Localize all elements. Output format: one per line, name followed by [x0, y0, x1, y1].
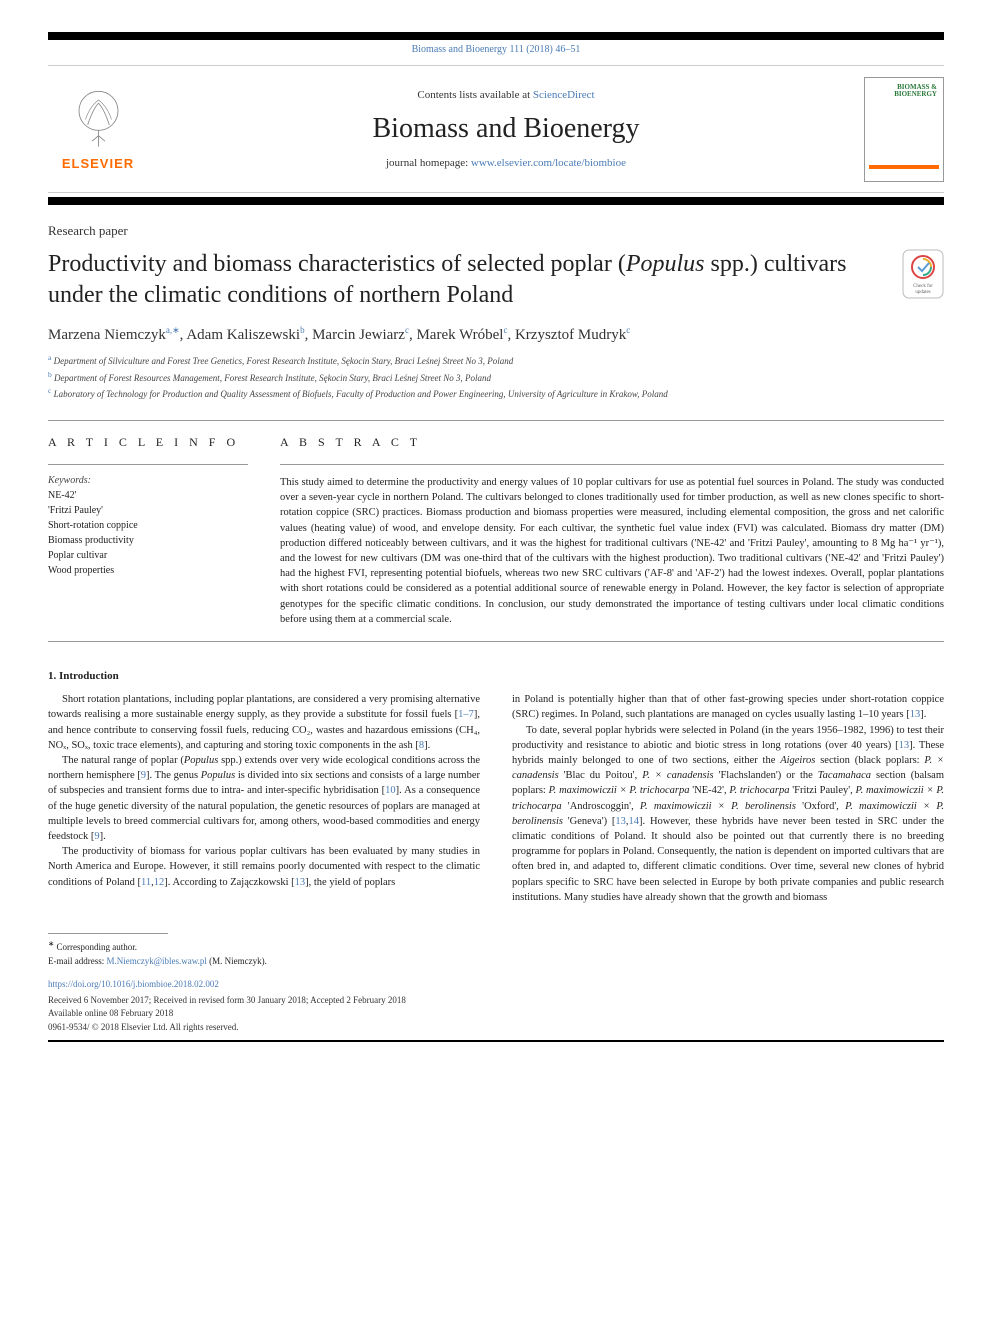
check-updates-icon[interactable]: Check for updates — [902, 249, 944, 299]
footer: ∗ Corresponding author. E-mail address: … — [48, 933, 944, 1042]
abstract-text: This study aimed to determine the produc… — [280, 475, 944, 627]
abstract-heading: A B S T R A C T — [280, 435, 944, 450]
journal-homepage: journal homepage: www.elsevier.com/locat… — [148, 157, 864, 169]
ref-link[interactable]: 1–7 — [458, 709, 474, 720]
paragraph: To date, several poplar hybrids were sel… — [512, 723, 944, 906]
ref-link[interactable]: 11 — [141, 877, 151, 888]
corresponding-author: ∗ Corresponding author. E-mail address: … — [48, 938, 944, 968]
sciencedirect-link[interactable]: ScienceDirect — [533, 89, 595, 101]
column-right: in Poland is potentially higher than tha… — [512, 692, 944, 905]
header-bar-bottom — [48, 197, 944, 205]
footer-divider — [48, 933, 168, 934]
journal-cover-bar — [869, 165, 939, 169]
available-date: Available online 08 February 2018 — [48, 1007, 944, 1021]
author-3: Marcin Jewiarz — [312, 327, 405, 343]
paragraph: The productivity of biomass for various … — [48, 844, 480, 890]
keywords-label: Keywords: — [48, 475, 248, 486]
header-bar-top — [48, 32, 944, 40]
homepage-prefix: journal homepage: — [386, 157, 471, 169]
elsevier-logo: ELSEVIER — [48, 74, 148, 184]
article-info: A R T I C L E I N F O Keywords: NE-42' '… — [48, 435, 248, 627]
paragraph: in Poland is potentially higher than tha… — [512, 692, 944, 722]
divider — [48, 641, 944, 642]
paper-type: Research paper — [48, 223, 944, 239]
paragraph: The natural range of poplar (Populus spp… — [48, 753, 480, 844]
paragraph: Short rotation plantations, including po… — [48, 692, 480, 753]
divider — [280, 464, 944, 465]
article-dates: Received 6 November 2017; Received in re… — [48, 994, 944, 1008]
footer-bar — [48, 1040, 944, 1042]
elsevier-tree-icon — [66, 87, 131, 152]
ref-link[interactable]: 12 — [154, 877, 165, 888]
svg-text:updates: updates — [915, 290, 930, 295]
section-1-title: 1. Introduction — [48, 670, 944, 682]
column-left: Short rotation plantations, including po… — [48, 692, 480, 905]
journal-cover: BIOMASS &BIOENERGY — [864, 77, 944, 182]
contents-line: Contents lists available at ScienceDirec… — [148, 89, 864, 101]
ref-link[interactable]: 13 — [899, 740, 910, 751]
article-title: Productivity and biomass characteristics… — [48, 249, 886, 311]
keywords: NE-42' 'Fritzi Pauley' Short-rotation co… — [48, 488, 248, 578]
journal-title: Biomass and Bioenergy — [148, 113, 864, 145]
ref-link[interactable]: 13 — [615, 816, 626, 827]
elsevier-text: ELSEVIER — [62, 156, 134, 171]
abstract: A B S T R A C T This study aimed to dete… — [280, 435, 944, 627]
journal-cover-label: BIOMASS &BIOENERGY — [894, 84, 937, 99]
ref-link[interactable]: 10 — [385, 785, 396, 796]
divider — [48, 464, 248, 465]
header-citation: Biomass and Bioenergy 111 (2018) 46–51 — [48, 44, 944, 55]
author-1: Marzena Niemczyk — [48, 327, 166, 343]
copyright: 0961-9534/ © 2018 Elsevier Ltd. All righ… — [48, 1021, 944, 1035]
homepage-link[interactable]: www.elsevier.com/locate/biombioe — [471, 157, 626, 169]
svg-text:Check for: Check for — [913, 284, 933, 289]
journal-header-center: Contents lists available at ScienceDirec… — [148, 89, 864, 169]
journal-header: ELSEVIER Contents lists available at Sci… — [48, 65, 944, 193]
doi-link[interactable]: https://doi.org/10.1016/j.biombioe.2018.… — [48, 978, 944, 992]
author-5: Krzysztof Mudryk — [515, 327, 626, 343]
ref-link[interactable]: 13 — [910, 709, 921, 720]
contents-prefix: Contents lists available at — [417, 89, 532, 101]
ref-link[interactable]: 14 — [629, 816, 640, 827]
affiliations: a Department of Silviculture and Forest … — [48, 352, 944, 402]
author-4: Marek Wróbel — [416, 327, 503, 343]
email-link[interactable]: M.Niemczyk@ibles.waw.pl — [106, 956, 206, 966]
article-info-heading: A R T I C L E I N F O — [48, 435, 248, 450]
ref-link[interactable]: 13 — [295, 877, 306, 888]
authors: Marzena Niemczyka,∗, Adam Kaliszewskib, … — [48, 325, 944, 344]
author-2: Adam Kaliszewski — [186, 327, 300, 343]
